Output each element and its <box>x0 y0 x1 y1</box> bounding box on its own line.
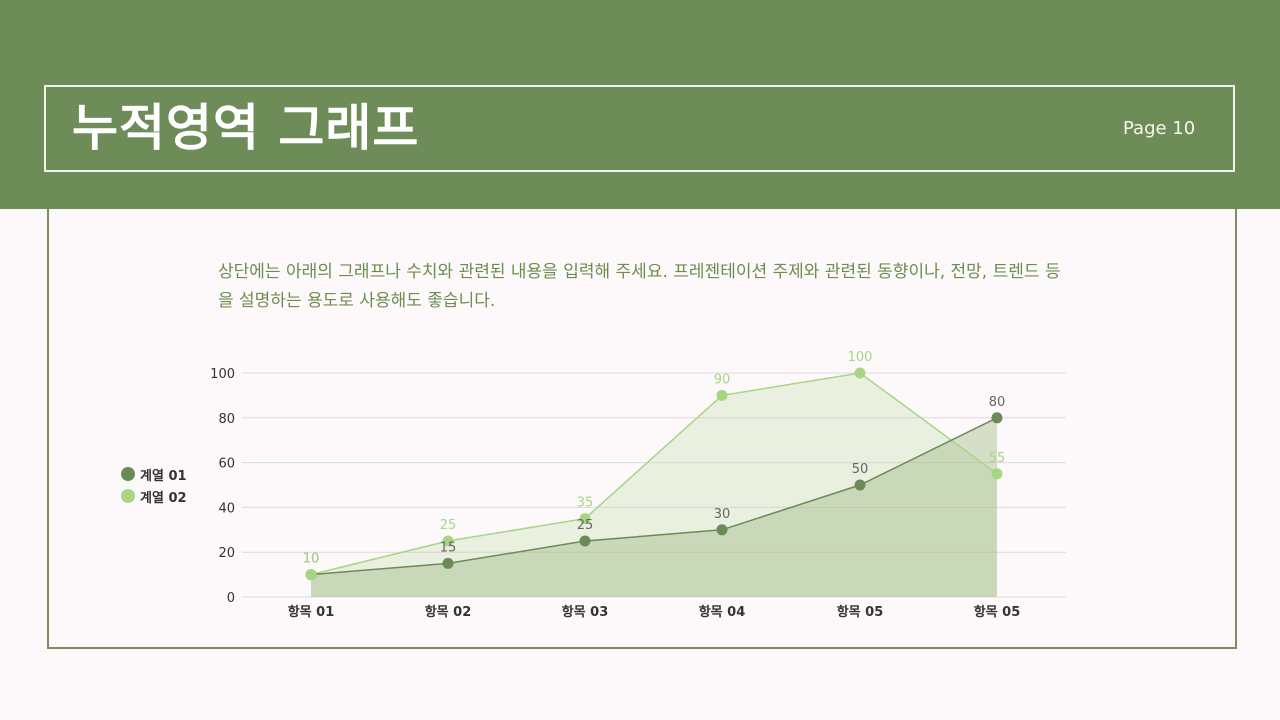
area-series-1 <box>311 417 997 597</box>
data-label: 100 <box>848 350 873 365</box>
data-label: 50 <box>852 462 869 477</box>
data-point <box>716 524 728 536</box>
chart-areas <box>311 373 997 597</box>
y-tick-label: 60 <box>218 457 235 472</box>
chart-gridlines <box>242 372 1066 598</box>
title-frame <box>44 85 1235 172</box>
x-tick-label: 항목 01 <box>288 604 335 620</box>
legend-item-series-2: 계열 02 <box>121 485 187 507</box>
x-tick-label: 항목 04 <box>699 604 746 620</box>
legend-label: 계열 01 <box>140 468 187 484</box>
line-series-2 <box>310 372 998 576</box>
legend-dot-icon <box>121 489 135 503</box>
data-label: 90 <box>714 372 731 387</box>
data-point <box>854 479 866 491</box>
data-point <box>442 535 454 547</box>
x-axis-ticks: 항목 01 항목 02 항목 03 항목 04 항목 05 항목 05 <box>288 604 1021 620</box>
area-series-2 <box>311 373 997 597</box>
y-tick-label: 100 <box>210 367 235 382</box>
data-point <box>854 367 866 379</box>
chart-legend: 계열 01 계열 02 <box>121 463 187 507</box>
legend-dot-icon <box>121 467 135 481</box>
data-point <box>991 468 1003 480</box>
data-label: 15 <box>440 540 457 555</box>
data-label: 10 <box>303 552 320 567</box>
legend-label: 계열 02 <box>140 490 187 506</box>
data-label: 30 <box>714 507 731 522</box>
y-tick-label: 80 <box>218 412 235 427</box>
page-number: Page 10 <box>1123 118 1196 139</box>
x-tick-label: 항목 03 <box>562 604 609 620</box>
y-axis-ticks: 0 20 40 60 80 100 <box>210 367 235 606</box>
x-tick-label: 항목 05 <box>837 604 884 620</box>
y-tick-label: 20 <box>218 546 235 561</box>
data-point <box>579 535 591 547</box>
y-tick-label: 0 <box>227 591 235 606</box>
data-label: 25 <box>440 518 457 533</box>
data-point <box>716 389 728 401</box>
x-tick-label: 항목 02 <box>425 604 472 620</box>
chart-lines <box>310 372 998 576</box>
data-label: 10 <box>303 552 320 567</box>
description-text: 상단에는 아래의 그래프나 수치와 관련된 내용을 입력해 주세요. 프레젠테이… <box>218 262 1061 311</box>
page-title: 누적영역 그래프 <box>72 99 420 157</box>
data-point <box>991 412 1003 424</box>
data-point <box>579 513 591 525</box>
data-point <box>305 569 317 581</box>
chart-points <box>305 367 1003 581</box>
data-label: 80 <box>989 395 1006 410</box>
x-tick-label: 항목 05 <box>974 604 1021 620</box>
data-point <box>442 557 454 569</box>
header-band <box>0 0 1280 209</box>
legend-item-series-1: 계열 01 <box>121 463 187 485</box>
content-frame <box>47 209 1237 649</box>
line-series-1 <box>310 417 998 576</box>
y-tick-label: 40 <box>218 501 235 516</box>
data-label: 35 <box>577 496 594 511</box>
data-label: 25 <box>577 518 594 533</box>
data-label: 55 <box>989 451 1006 466</box>
